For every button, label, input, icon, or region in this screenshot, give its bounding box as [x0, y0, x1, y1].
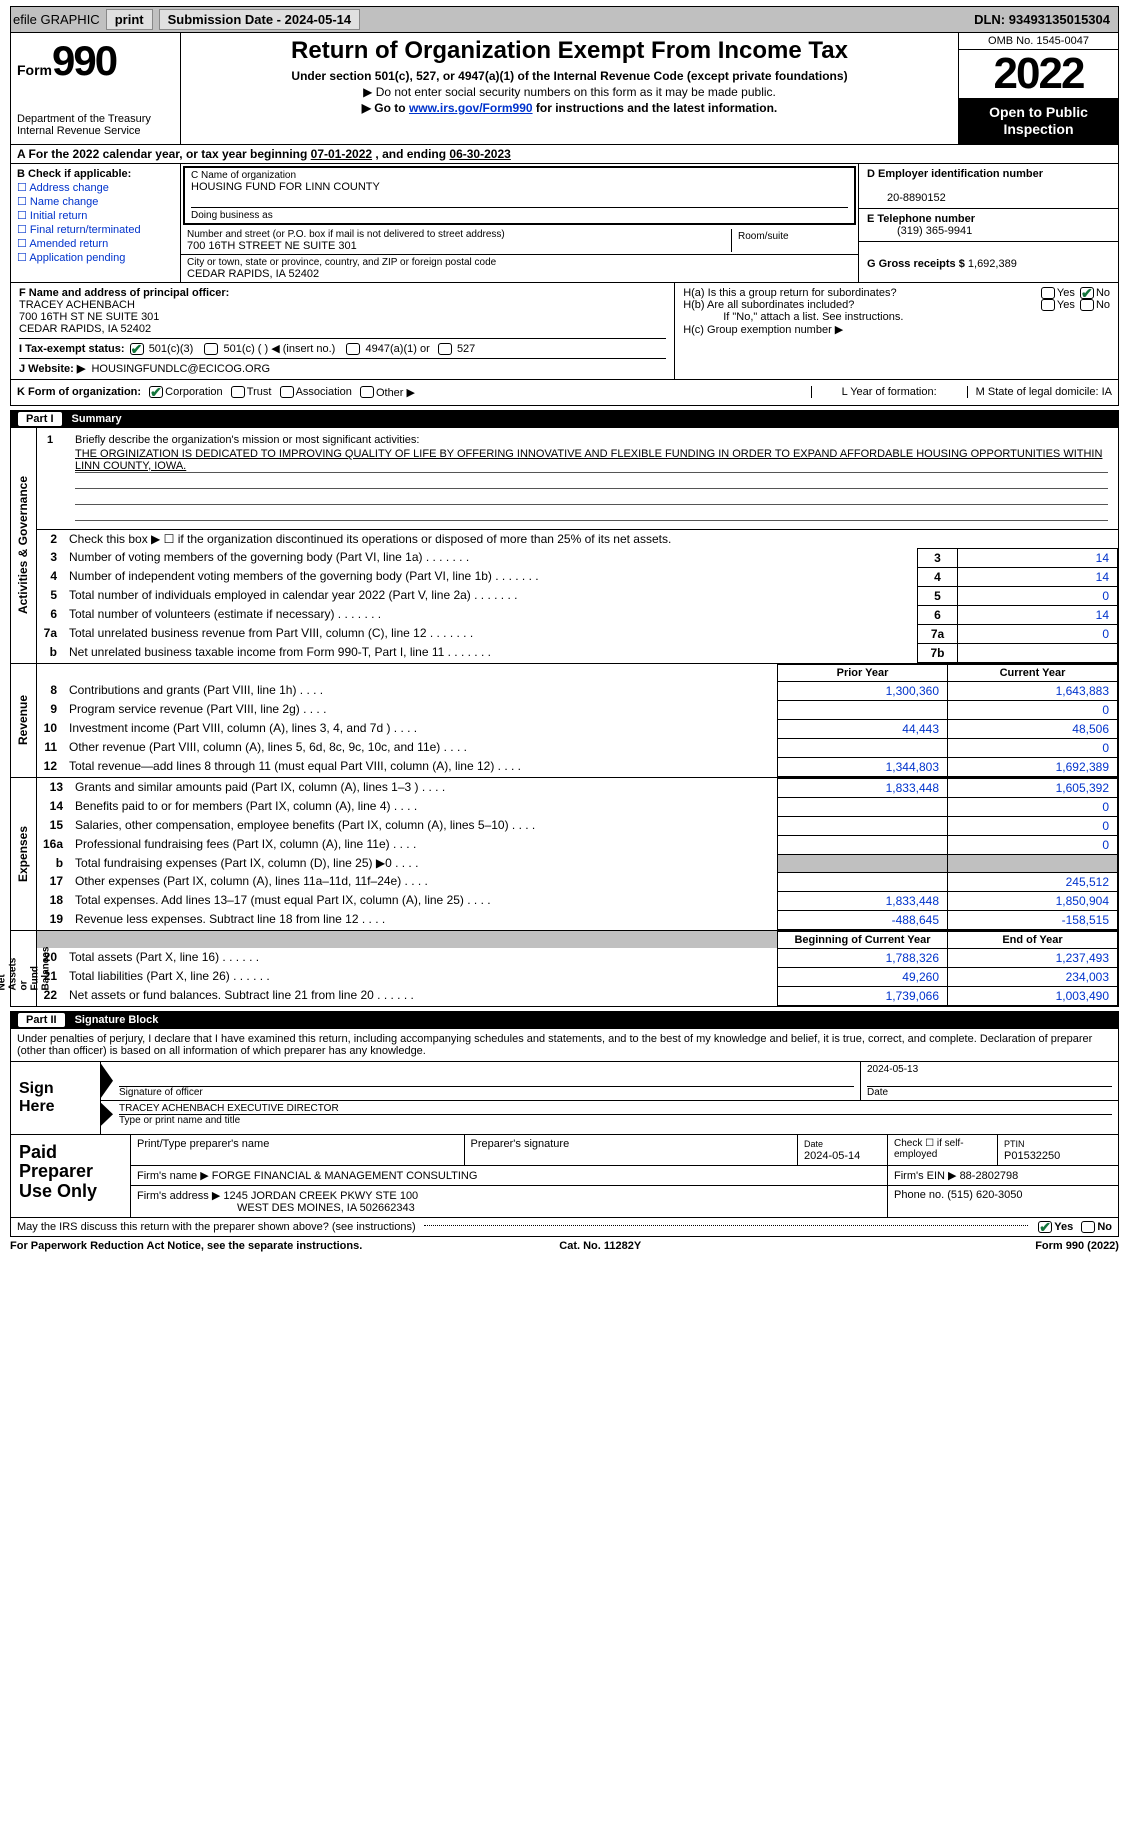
row-fh: F Name and address of principal officer:… — [10, 283, 1119, 380]
activities-governance-section: Activities & Governance 1 Briefly descri… — [10, 428, 1119, 664]
efile-label: efile GRAPHIC — [13, 12, 100, 27]
arrow-icon — [101, 1064, 113, 1098]
discuss-question: May the IRS discuss this return with the… — [10, 1218, 1119, 1237]
check-initial-return[interactable]: ☐ Initial return — [17, 209, 174, 222]
top-toolbar: efile GRAPHIC print Submission Date - 20… — [10, 6, 1119, 33]
k-assoc[interactable] — [280, 386, 294, 398]
subtitle: Under section 501(c), 527, or 4947(a)(1)… — [187, 69, 952, 83]
check-501c[interactable] — [204, 343, 218, 355]
ein-value: 20-8890152 — [867, 192, 946, 204]
part1-header: Part I Summary — [10, 410, 1119, 428]
firm-phone: (515) 620-3050 — [947, 1189, 1022, 1201]
footer-line: For Paperwork Reduction Act Notice, see … — [10, 1237, 1119, 1255]
tax-year: 2022 — [959, 50, 1118, 98]
org-name: HOUSING FUND FOR LINN COUNTY — [191, 181, 380, 193]
k-corp[interactable] — [149, 386, 163, 398]
note-ssn: ▶ Do not enter social security numbers o… — [187, 85, 952, 99]
dln-label: DLN: 93493135015304 — [974, 12, 1116, 27]
b-label: B Check if applicable: — [17, 168, 131, 180]
row-klm: K Form of organization: Corporation Trus… — [10, 380, 1119, 406]
m-state: M State of legal domicile: IA — [967, 386, 1112, 398]
print-button[interactable]: print — [106, 9, 153, 30]
signature-intro: Under penalties of perjury, I declare th… — [10, 1029, 1119, 1062]
sig-date: 2024-05-13 — [867, 1064, 918, 1075]
room-suite-label: Room/suite — [732, 229, 852, 252]
city-state-zip: CEDAR RAPIDS, IA 52402 — [187, 268, 319, 280]
row-a-period: A For the 2022 calendar year, or tax yea… — [10, 145, 1119, 164]
omb-number: OMB No. 1545-0047 — [959, 33, 1118, 50]
form-ref: Form 990 (2022) — [1035, 1240, 1119, 1252]
check-address-change[interactable]: ☐ Address change — [17, 181, 174, 194]
part2-header: Part II Signature Block — [10, 1011, 1119, 1029]
l-year-formation: L Year of formation: — [811, 386, 967, 398]
check-final-return[interactable]: ☐ Final return/terminated — [17, 223, 174, 236]
ha-yes[interactable] — [1041, 287, 1055, 299]
check-amended[interactable]: ☐ Amended return — [17, 237, 174, 250]
phone-value: (319) 365-9941 — [867, 225, 972, 237]
net-assets-section: Net Assets or Fund Balances Beginning of… — [10, 931, 1119, 1007]
ha-no[interactable] — [1080, 287, 1094, 299]
firm-name: FORGE FINANCIAL & MANAGEMENT CONSULTING — [212, 1170, 478, 1182]
website-value: HOUSINGFUNDLC@ECICOG.ORG — [91, 363, 270, 375]
k-trust[interactable] — [231, 386, 245, 398]
entity-block: B Check if applicable: ☐ Address change … — [10, 164, 1119, 283]
paid-preparer-block: Paid Preparer Use Only Print/Type prepar… — [10, 1135, 1119, 1218]
hb-no[interactable] — [1080, 299, 1094, 311]
hb-yes[interactable] — [1041, 299, 1055, 311]
form-header: Form990 Department of the Treasury Inter… — [10, 33, 1119, 145]
open-public-badge: Open to Public Inspection — [959, 98, 1118, 144]
expenses-section: Expenses 13Grants and similar amounts pa… — [10, 778, 1119, 931]
gross-receipts: 1,692,389 — [968, 258, 1017, 270]
sign-here-block: Sign Here Signature of officer 2024-05-1… — [10, 1062, 1119, 1135]
note-link: ▶ Go to www.irs.gov/Form990 for instruct… — [187, 101, 952, 115]
check-527[interactable] — [438, 343, 452, 355]
check-name-change[interactable]: ☐ Name change — [17, 195, 174, 208]
firm-ein: 88-2802798 — [960, 1170, 1019, 1182]
revenue-section: Revenue Prior YearCurrent Year8Contribut… — [10, 664, 1119, 778]
dba-label: Doing business as — [191, 207, 848, 221]
ptin: P01532250 — [1004, 1150, 1060, 1162]
k-other[interactable] — [360, 386, 374, 398]
discuss-no[interactable] — [1081, 1221, 1095, 1233]
cat-no: Cat. No. 11282Y — [559, 1240, 641, 1252]
dept-label: Department of the Treasury Internal Reve… — [17, 113, 174, 137]
officer-print-name: TRACEY ACHENBACH EXECUTIVE DIRECTOR — [119, 1103, 339, 1114]
irs-link[interactable]: www.irs.gov/Form990 — [409, 101, 533, 115]
officer-name: TRACEY ACHENBACH — [19, 299, 135, 311]
check-4947[interactable] — [346, 343, 360, 355]
street-address: 700 16TH STREET NE SUITE 301 — [187, 240, 357, 252]
form-title: Return of Organization Exempt From Incom… — [187, 37, 952, 65]
discuss-yes[interactable] — [1038, 1221, 1052, 1233]
submission-date-button[interactable]: Submission Date - 2024-05-14 — [159, 9, 361, 30]
mission-text: THE ORGINIZATION IS DEDICATED TO IMPROVI… — [75, 448, 1108, 473]
arrow-icon — [101, 1103, 113, 1126]
firm-address: 1245 JORDAN CREEK PKWY STE 100 — [223, 1190, 418, 1202]
check-501c3[interactable] — [130, 343, 144, 355]
check-app-pending[interactable]: ☐ Application pending — [17, 251, 174, 264]
